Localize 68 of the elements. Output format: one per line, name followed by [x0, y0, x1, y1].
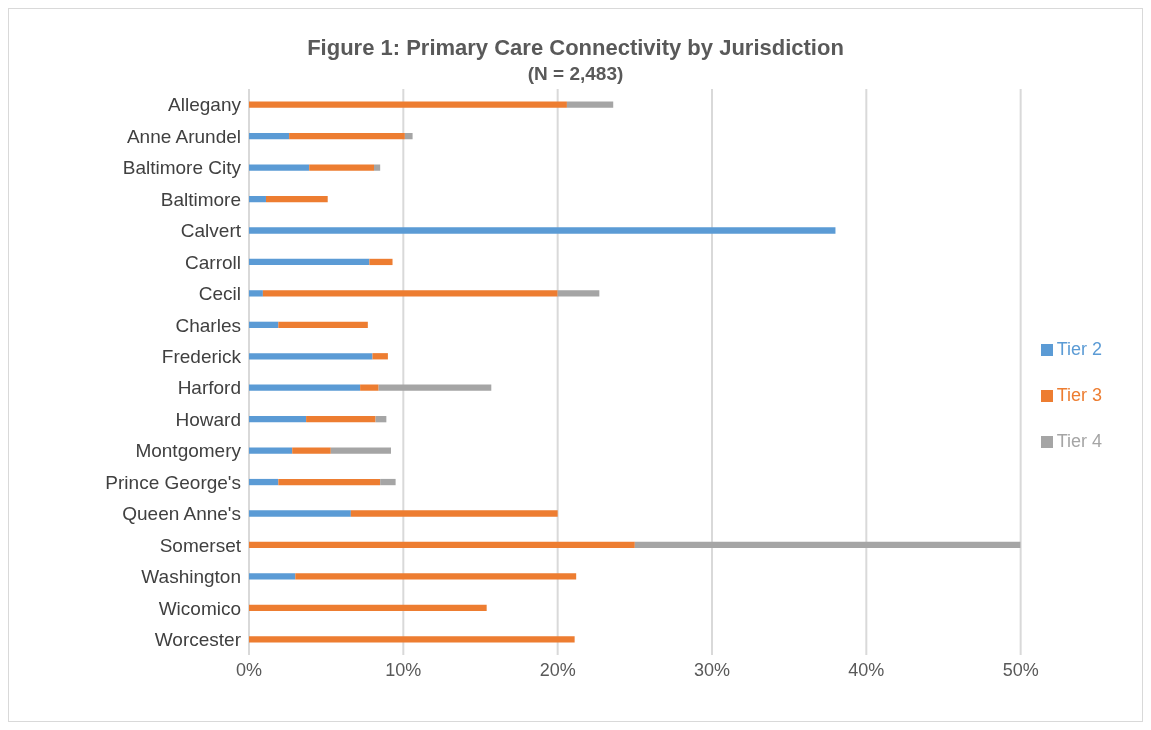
bar: [249, 416, 307, 423]
bar: [292, 447, 331, 454]
bar: [249, 384, 361, 391]
y-tick-label: Cecil: [198, 283, 241, 305]
bar: [360, 384, 379, 391]
y-tick-label: Allegany: [168, 94, 242, 116]
bar: [249, 510, 351, 517]
y-tick-label: Baltimore: [160, 188, 241, 210]
x-tick-label: 0%: [235, 659, 263, 680]
bar: [278, 321, 368, 328]
y-tick-label: Prince George's: [105, 471, 241, 493]
bar: [249, 541, 635, 549]
y-tick-label: Anne Arundel: [126, 125, 241, 147]
legend-label: Tier 4: [1056, 431, 1102, 451]
bar: [372, 353, 388, 360]
bar: [249, 290, 263, 297]
bar: [404, 133, 413, 140]
y-tick-label: Frederick: [161, 346, 242, 368]
y-tick-label: Queen Anne's: [122, 503, 241, 525]
bar: [278, 478, 381, 486]
bar: [306, 416, 376, 423]
x-tick-label: 40%: [848, 659, 885, 680]
y-tick-label: Harford: [177, 377, 241, 399]
bar: [249, 353, 373, 360]
legend-label: Tier 3: [1056, 385, 1102, 405]
bar: [369, 258, 393, 266]
bar: [249, 636, 575, 643]
bar: [289, 133, 405, 140]
bar: [330, 447, 391, 454]
y-tick-label: Montgomery: [135, 440, 242, 462]
y-tick-label: Howard: [175, 408, 241, 430]
x-tick-label: 10%: [385, 659, 422, 680]
y-tick-label: Baltimore City: [122, 157, 242, 179]
chart-title: Figure 1: Primary Care Connectivity by Jurisdiction: [306, 35, 845, 61]
bar: [249, 101, 567, 108]
bar: [557, 290, 600, 297]
x-tick-label: 20%: [539, 659, 576, 680]
y-tick-label: Washington: [141, 566, 241, 588]
y-tick-label: Carroll: [185, 251, 241, 273]
bar: [262, 290, 558, 297]
bar: [249, 227, 836, 234]
bar: [249, 447, 293, 454]
bar: [249, 164, 310, 171]
y-tick-label: Worcester: [154, 629, 242, 651]
y-tick-label: Calvert: [180, 220, 242, 242]
bar: [350, 510, 558, 517]
legend-label: Tier 2: [1056, 339, 1102, 359]
bar: [249, 133, 290, 140]
y-tick-label: Wicomico: [158, 597, 241, 619]
bar: [378, 384, 492, 391]
y-tick-label: Somerset: [159, 534, 242, 556]
bar: [374, 164, 381, 171]
bar: [309, 164, 375, 171]
bar: [265, 195, 328, 203]
bar: [249, 573, 296, 580]
bar: [295, 573, 577, 580]
bar: [566, 101, 614, 108]
bar: [249, 258, 370, 266]
bar: [380, 478, 396, 486]
x-tick-label: 50%: [1002, 659, 1039, 680]
bar: [249, 321, 279, 328]
bar: [249, 195, 266, 203]
bar: [249, 604, 487, 611]
y-tick-label: Charles: [175, 314, 241, 336]
bar: [249, 478, 279, 486]
x-tick-label: 30%: [693, 659, 731, 680]
bar: [634, 541, 1021, 549]
chart-subtitle: (N = 2,483): [526, 63, 625, 85]
